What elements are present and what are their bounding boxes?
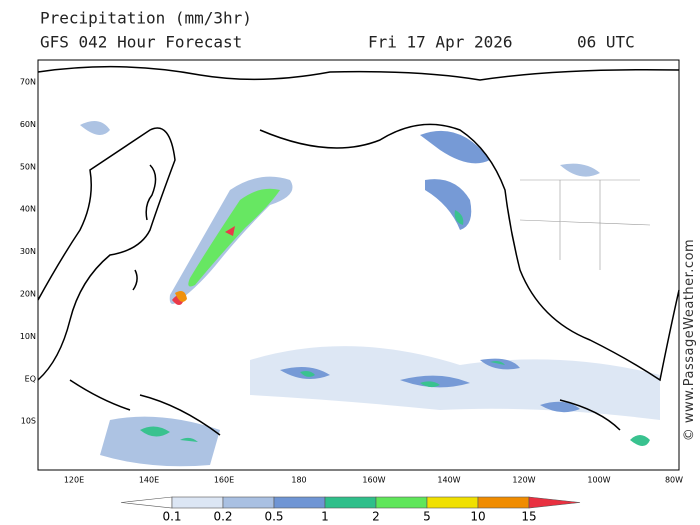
colorbar-label: 15 xyxy=(521,510,536,524)
lat-label: 10N xyxy=(20,332,36,341)
colorbar-segment xyxy=(222,496,275,509)
lat-label: 30N xyxy=(20,247,36,256)
lat-label: 40N xyxy=(20,205,36,214)
lat-label: EQ xyxy=(25,374,36,383)
title: Precipitation (mm/3hr) xyxy=(40,9,252,28)
borders xyxy=(519,179,651,270)
colorbar: 0.1 0.2 0.5 1 2 5 10 15 xyxy=(120,496,581,524)
lon-label: 160W xyxy=(362,476,385,485)
watermark: © www.PassageWeather.com xyxy=(682,239,697,441)
forecast-date: Fri 17 Apr 2026 xyxy=(368,33,513,52)
lon-label: 180 xyxy=(291,476,306,485)
coastlines xyxy=(37,65,680,436)
colorbar-label: 2 xyxy=(372,510,380,524)
map-frame xyxy=(37,59,680,471)
lat-label: 70N xyxy=(20,78,36,87)
colorbar-segment xyxy=(477,496,530,509)
lon-label: 120W xyxy=(512,476,535,485)
lon-label: 120E xyxy=(64,476,84,485)
lat-label: 20N xyxy=(20,290,36,299)
colorbar-segment xyxy=(375,496,428,509)
colorbar-label: 5 xyxy=(423,510,431,524)
colorbar-label: 0.1 xyxy=(162,510,181,524)
lat-label: 50N xyxy=(20,162,36,171)
lon-label: 140W xyxy=(437,476,460,485)
colorbar-segment xyxy=(528,496,581,509)
colorbar-segment xyxy=(171,496,224,509)
lat-label: 10S xyxy=(21,417,36,426)
forecast-time: 06 UTC xyxy=(577,33,635,52)
colorbar-segment xyxy=(120,496,173,509)
colorbar-label: 1 xyxy=(321,510,329,524)
colorbar-segment xyxy=(273,496,326,509)
colorbar-segment xyxy=(426,496,479,509)
colorbar-segment xyxy=(324,496,377,509)
colorbar-label: 10 xyxy=(470,510,485,524)
lon-label: 160E xyxy=(214,476,234,485)
colorbar-label: 0.2 xyxy=(213,510,232,524)
map-area xyxy=(37,59,680,471)
model-run: GFS 042 Hour Forecast xyxy=(40,33,242,52)
lon-label: 100W xyxy=(587,476,610,485)
lon-label: 140E xyxy=(139,476,159,485)
precip xyxy=(80,121,660,467)
colorbar-label: 0.5 xyxy=(264,510,283,524)
lon-label: 80W xyxy=(665,476,683,485)
lat-label: 60N xyxy=(20,120,36,129)
